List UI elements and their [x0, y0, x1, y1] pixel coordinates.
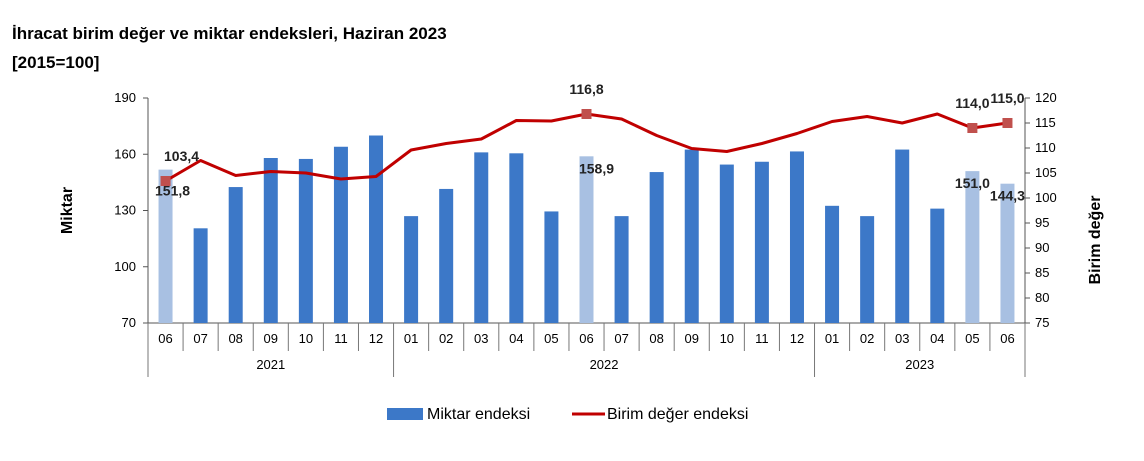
line-point-marker	[1002, 118, 1013, 128]
bar	[825, 205, 840, 323]
bar	[579, 156, 594, 323]
right-axis-tick-label: 75	[1035, 315, 1049, 330]
line-point-marker	[581, 109, 592, 119]
right-axis-tick-label: 90	[1035, 240, 1049, 255]
left-axis-tick-label: 130	[114, 203, 136, 218]
left-axis-tick-label: 160	[114, 146, 136, 161]
bar	[158, 169, 173, 323]
axes: 7010013016019075808590951001051101151200…	[59, 90, 1104, 377]
line-data-label: 103,4	[164, 148, 199, 164]
x-axis-tick-label: 08	[228, 331, 242, 346]
x-axis-tick-label: 03	[895, 331, 909, 346]
bar	[754, 161, 769, 323]
chart-subtitle: [2015=100]	[12, 53, 100, 72]
legend-label-bar: Miktar endeksi	[427, 406, 530, 423]
x-axis-tick-label: 04	[930, 331, 944, 346]
line-data-label: 116,8	[569, 81, 603, 97]
line-point-marker	[967, 123, 978, 133]
x-axis-tick-label: 09	[685, 331, 699, 346]
bar	[649, 172, 664, 323]
x-axis-tick-label: 11	[755, 331, 769, 346]
bar	[509, 153, 524, 323]
bar	[263, 158, 278, 323]
right-axis-tick-label: 95	[1035, 215, 1049, 230]
x-axis-tick-label: 01	[825, 331, 839, 346]
bar	[684, 149, 699, 323]
legend-label-line: Birim değer endeksi	[607, 406, 748, 423]
x-axis-tick-label: 11	[334, 331, 348, 346]
bar	[930, 208, 945, 323]
left-axis-tick-label: 100	[114, 259, 136, 274]
x-axis-tick-label: 06	[158, 331, 172, 346]
year-group-label: 2021	[256, 357, 285, 372]
line-data-label: 114,0	[955, 95, 989, 111]
line-series	[160, 109, 1013, 186]
x-axis-tick-label: 05	[965, 331, 979, 346]
bar	[474, 152, 489, 323]
bar-data-label: 144,3	[990, 188, 1025, 204]
bar-series	[158, 135, 1015, 323]
x-axis-tick-label: 09	[264, 331, 278, 346]
x-axis-tick-label: 02	[439, 331, 453, 346]
right-axis-tick-label: 120	[1035, 90, 1057, 105]
x-axis-tick-label: 07	[614, 331, 628, 346]
right-axis-tick-label: 85	[1035, 265, 1049, 280]
bar	[719, 164, 734, 323]
x-axis-tick-label: 06	[579, 331, 593, 346]
bar	[895, 149, 910, 323]
bar	[860, 216, 875, 323]
right-axis-tick-label: 105	[1035, 165, 1057, 180]
legend: Miktar endeksi Birim değer endeksi	[387, 406, 748, 423]
line-data-label: 115,0	[990, 90, 1024, 106]
right-axis-title: Birim değer	[1087, 196, 1104, 285]
left-axis-tick-label: 70	[122, 315, 136, 330]
chart-title: İhracat birim değer ve miktar endeksleri…	[12, 24, 447, 43]
x-axis-tick-label: 02	[860, 331, 874, 346]
right-axis-tick-label: 110	[1035, 140, 1056, 155]
x-axis-tick-label: 04	[509, 331, 523, 346]
legend-swatch-bar	[387, 408, 423, 420]
bar	[228, 187, 243, 323]
year-group-label: 2022	[590, 357, 619, 372]
bar	[193, 228, 208, 323]
bar	[789, 151, 804, 323]
bar	[544, 211, 559, 323]
right-axis-tick-label: 115	[1035, 115, 1056, 130]
x-axis-tick-label: 01	[404, 331, 418, 346]
right-axis-tick-label: 80	[1035, 290, 1049, 305]
bar	[369, 135, 384, 323]
left-axis-title: Miktar	[59, 187, 76, 234]
right-axis-tick-label: 100	[1035, 190, 1057, 205]
bar	[439, 188, 454, 323]
left-axis-tick-label: 190	[114, 90, 136, 105]
bar	[965, 171, 980, 323]
bar-data-label: 151,0	[955, 175, 990, 191]
bar-data-label: 151,8	[155, 183, 190, 199]
bar	[404, 216, 419, 323]
x-axis-tick-label: 08	[649, 331, 663, 346]
bar	[614, 216, 629, 323]
x-axis-tick-label: 06	[1000, 331, 1014, 346]
x-axis-tick-label: 10	[720, 331, 734, 346]
bar	[1000, 183, 1015, 323]
x-axis-tick-label: 07	[193, 331, 207, 346]
year-group-label: 2023	[905, 357, 934, 372]
x-axis-tick-label: 05	[544, 331, 558, 346]
x-axis-tick-label: 10	[299, 331, 313, 346]
x-axis-tick-label: 03	[474, 331, 488, 346]
bar	[333, 146, 348, 323]
bar	[298, 158, 313, 323]
x-axis-tick-label: 12	[790, 331, 804, 346]
line-point-marker	[160, 176, 171, 186]
x-axis-tick-label: 12	[369, 331, 383, 346]
bar-data-label: 158,9	[579, 160, 614, 176]
